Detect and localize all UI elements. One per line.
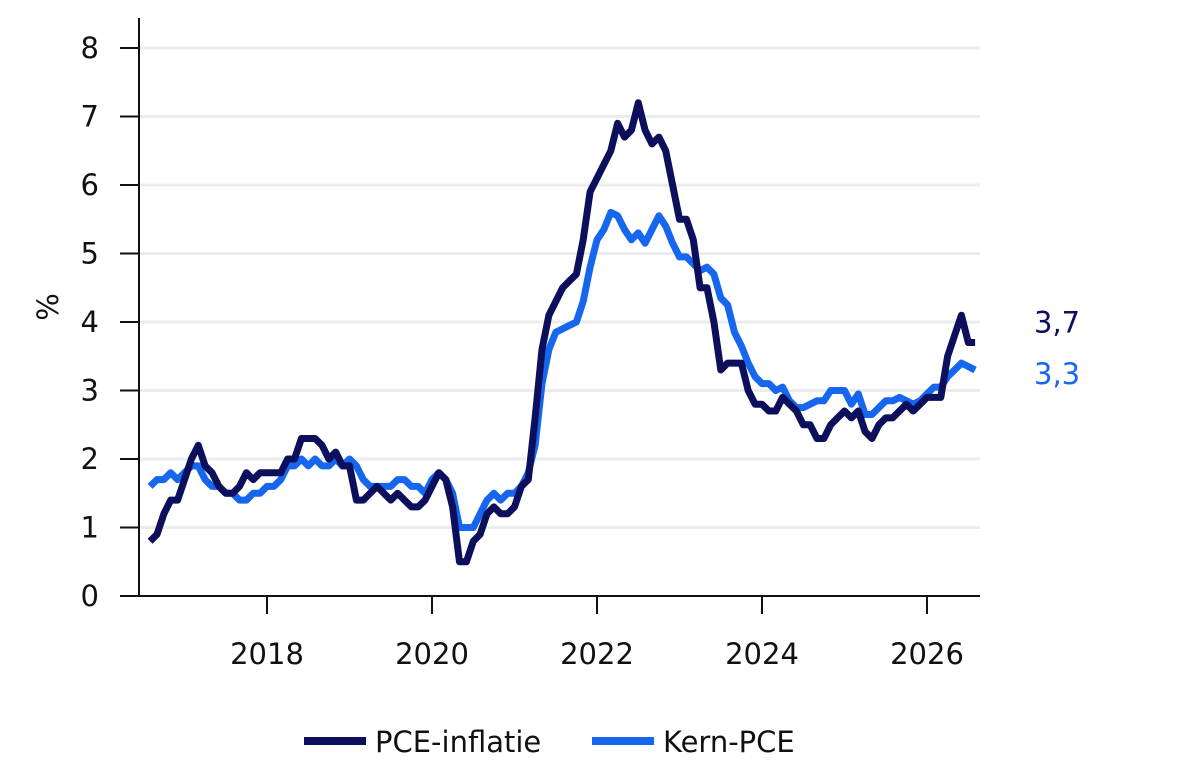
y-tick-label: 7 [81,100,99,134]
series-lines [147,99,977,566]
y-tick-label: 1 [81,511,99,545]
y-tick-label: 3 [81,374,99,408]
end-label-pce-inflatie: 3,7 [1034,306,1080,340]
y-tick-label: 4 [81,305,99,339]
x-ticks: 2018 2020 2022 2024 2026 [230,596,964,671]
end-labels: 3,7 3,3 [1034,306,1080,391]
y-ticks: 0 1 2 3 4 5 6 7 8 [81,31,139,613]
y-tick-label: 2 [81,442,99,476]
axes [138,18,980,597]
y-tick-label: 5 [81,237,99,271]
gridlines [139,46,980,529]
series-line-pce-inflatie [147,99,976,566]
legend-label: PCE-inflatie [375,725,541,759]
legend: PCE-inflatie Kern-PCE [304,725,795,759]
y-tick-label: 6 [81,168,99,202]
legend-label: Kern-PCE [663,725,795,759]
end-label-kern-pce: 3,3 [1034,357,1080,391]
x-tick-label: 2020 [395,637,469,671]
x-tick-label: 2024 [725,637,799,671]
y-tick-label: 0 [81,579,99,613]
x-tick-label: 2022 [560,637,634,671]
x-tick-label: 2018 [230,637,304,671]
y-tick-label: 8 [81,31,99,65]
y-axis-label: % [31,293,65,321]
series-line-kern-pce [147,208,977,531]
x-tick-label: 2026 [890,637,964,671]
